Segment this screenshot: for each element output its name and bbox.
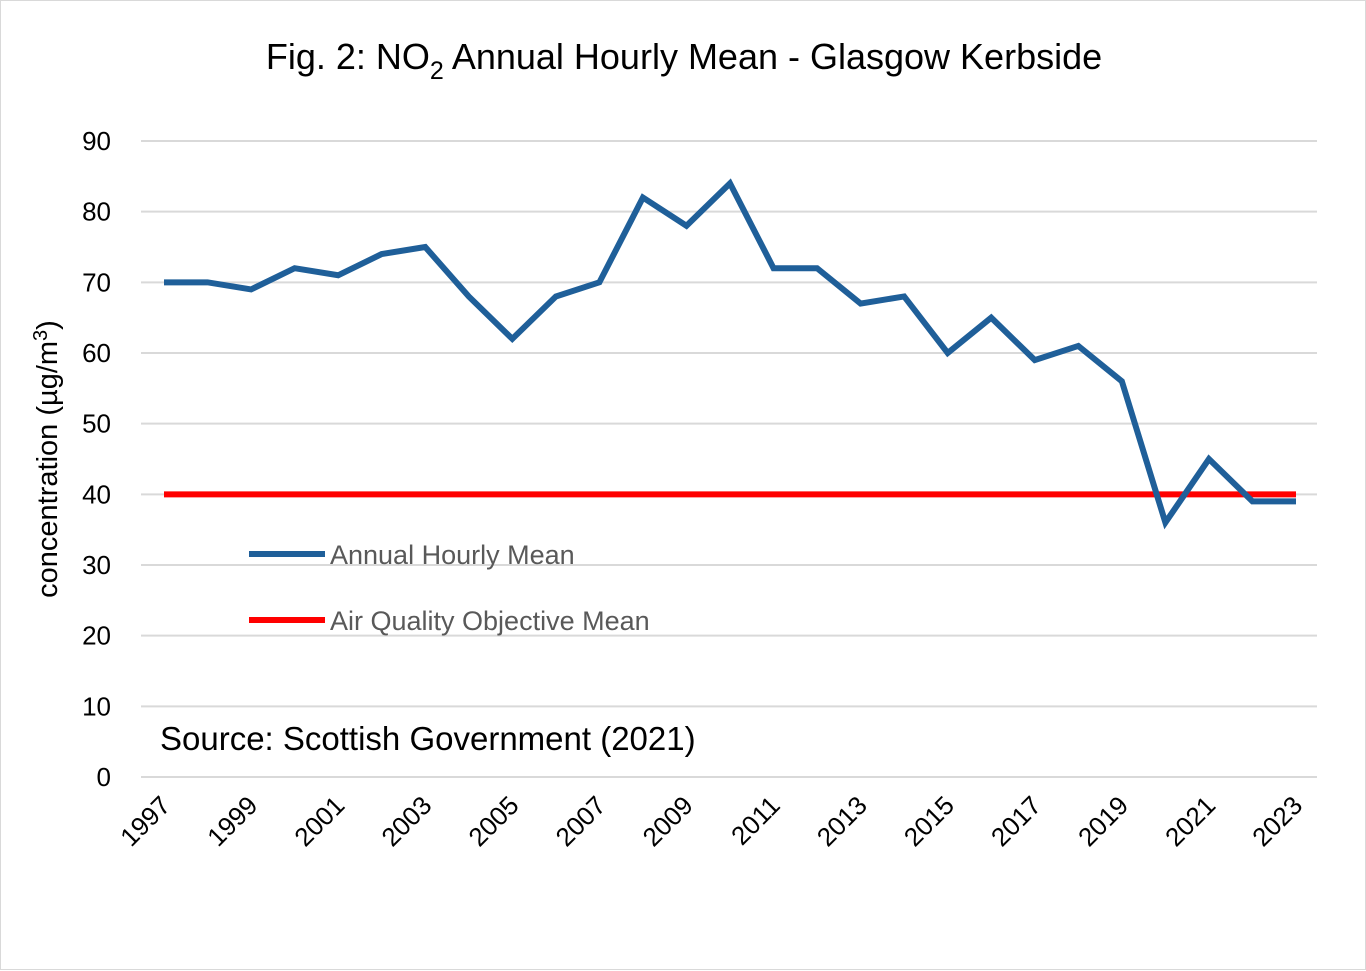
y-axis-ticks: 0 10 20 30 40 50 60 70 80 90: [82, 126, 111, 792]
x-tick-label: 2007: [550, 790, 612, 852]
y-tick-label: 30: [82, 550, 111, 580]
x-tick-label: 2019: [1072, 790, 1134, 852]
series-lines: [164, 178, 1296, 530]
legend: Annual Hourly Mean Air Quality Objective …: [249, 540, 650, 636]
x-tick-label: 2015: [898, 790, 960, 852]
x-tick-label: 2011: [725, 790, 786, 851]
x-tick-label: 2001: [288, 790, 350, 852]
x-tick-label: 1999: [201, 790, 263, 852]
y-axis-label: concentration (µg/m3): [30, 320, 64, 598]
x-axis-ticks: 1997 1999 2001 2003 2005 2007 2009 2011 2013 2015…: [114, 790, 1308, 852]
y-tick-label: 60: [82, 338, 111, 368]
legend-label: Air Quality Objective Mean: [330, 606, 650, 636]
chart-title: Fig. 2: NO2 Annual Hourly Mean - Glasgow…: [266, 36, 1102, 85]
x-tick-label: 2005: [462, 790, 524, 852]
y-tick-label: 70: [82, 267, 111, 297]
y-tick-label: 40: [82, 479, 111, 509]
y-tick-label: 10: [82, 691, 111, 721]
gridlines: [141, 140, 1317, 778]
legend-label: Annual Hourly Mean: [330, 540, 575, 570]
y-tick-label: 0: [97, 762, 111, 792]
y-tick-label: 80: [82, 197, 111, 227]
series-line-annual-hourly-mean: [164, 178, 1296, 530]
x-tick-label: 2023: [1246, 790, 1308, 852]
x-tick-label: 2013: [811, 790, 873, 852]
x-tick-label: 2021: [1159, 790, 1221, 852]
x-tick-label: 2017: [985, 790, 1047, 852]
x-tick-label: 2003: [375, 790, 437, 852]
y-tick-label: 20: [82, 621, 111, 651]
y-tick-label: 90: [82, 126, 111, 156]
x-tick-label: 2009: [637, 790, 699, 852]
y-tick-label: 50: [82, 409, 111, 439]
x-tick-label: 1997: [114, 790, 176, 852]
source-annotation: Source: Scottish Government (2021): [160, 720, 696, 757]
